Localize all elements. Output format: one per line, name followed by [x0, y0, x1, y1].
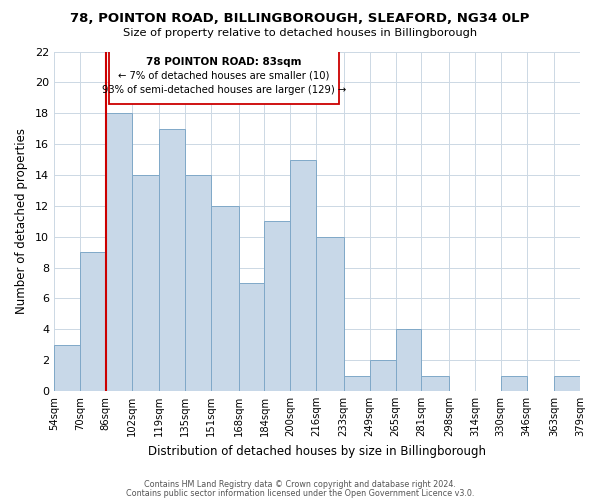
X-axis label: Distribution of detached houses by size in Billingborough: Distribution of detached houses by size …: [148, 444, 486, 458]
Text: Size of property relative to detached houses in Billingborough: Size of property relative to detached ho…: [123, 28, 477, 38]
Bar: [344, 376, 370, 391]
Text: ← 7% of detached houses are smaller (10): ← 7% of detached houses are smaller (10): [118, 71, 329, 81]
Bar: [54, 344, 80, 391]
Text: Contains HM Land Registry data © Crown copyright and database right 2024.: Contains HM Land Registry data © Crown c…: [144, 480, 456, 489]
Bar: [370, 360, 395, 391]
Text: 78 POINTON ROAD: 83sqm: 78 POINTON ROAD: 83sqm: [146, 57, 302, 67]
Bar: [265, 221, 290, 391]
Text: 78, POINTON ROAD, BILLINGBOROUGH, SLEAFORD, NG34 0LP: 78, POINTON ROAD, BILLINGBOROUGH, SLEAFO…: [70, 12, 530, 26]
Bar: [239, 283, 265, 391]
Bar: [211, 206, 239, 391]
Text: Contains public sector information licensed under the Open Government Licence v3: Contains public sector information licen…: [126, 488, 474, 498]
Bar: [185, 175, 211, 391]
Bar: [159, 128, 185, 391]
Bar: [316, 236, 344, 391]
Bar: [421, 376, 449, 391]
FancyBboxPatch shape: [109, 48, 339, 104]
Text: 93% of semi-detached houses are larger (129) →: 93% of semi-detached houses are larger (…: [102, 84, 346, 94]
Bar: [395, 329, 421, 391]
Bar: [290, 160, 316, 391]
Y-axis label: Number of detached properties: Number of detached properties: [15, 128, 28, 314]
Bar: [132, 175, 159, 391]
Bar: [501, 376, 527, 391]
Bar: [80, 252, 106, 391]
Bar: [106, 113, 132, 391]
Bar: [554, 376, 580, 391]
